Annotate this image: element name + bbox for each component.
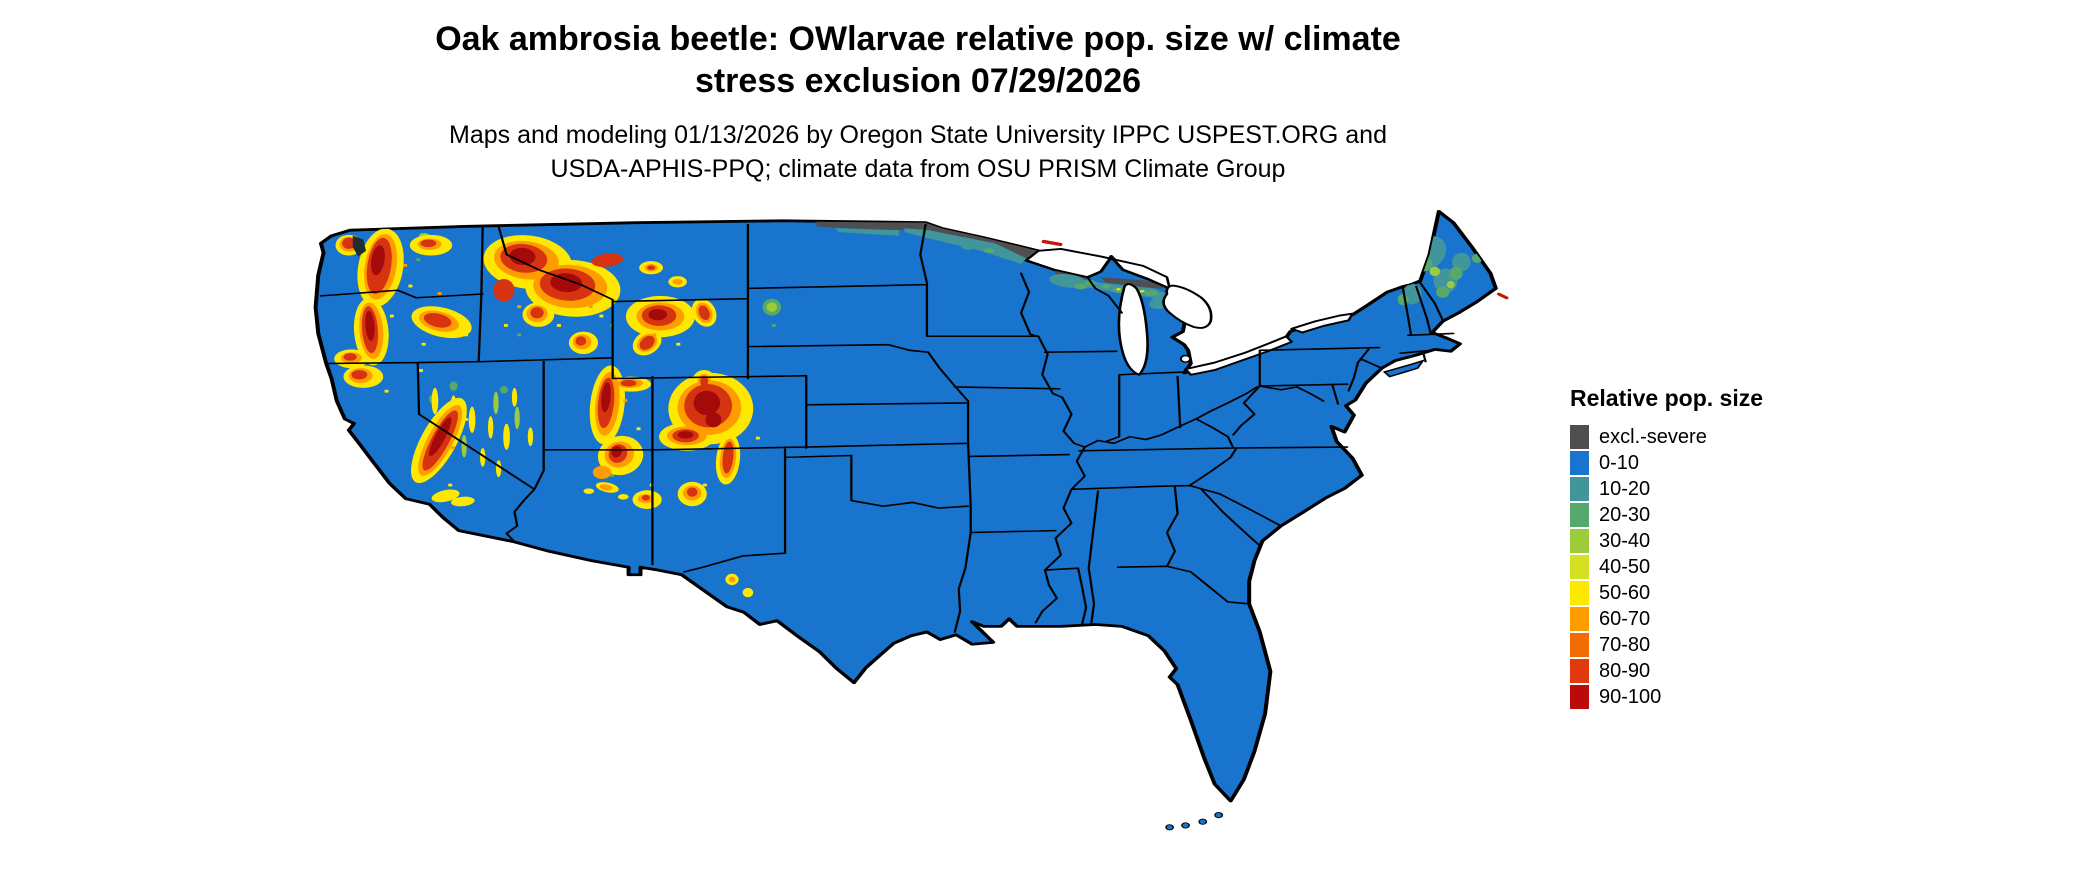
map-title: Oak ambrosia beetle: OWlarvae relative p… (0, 18, 1836, 102)
legend-swatch (1570, 555, 1589, 579)
legend-swatch (1570, 607, 1589, 631)
legend-row: 30-40 (1570, 528, 1870, 554)
legend-title: Relative pop. size (1570, 385, 1764, 411)
lake-superior (1025, 248, 1171, 290)
legend-label: 90-100 (1599, 685, 1662, 708)
subtitle-line-2: USDA-APHIS-PPQ; climate data from OSU PR… (550, 155, 1286, 183)
legend-row: 0-10 (1570, 450, 1870, 476)
lake-michigan (1117, 283, 1149, 376)
legend-label: 60-70 (1599, 607, 1651, 630)
florida-key (1181, 822, 1190, 829)
title-line-1: Oak ambrosia beetle: OWlarvae relative p… (435, 20, 1401, 58)
raster-overlays (334, 221, 1483, 598)
lake-ontario (1290, 312, 1354, 334)
legend-label: 30-40 (1599, 529, 1651, 552)
us-landmass (313, 209, 1498, 803)
legend-row: 10-20 (1570, 476, 1870, 502)
florida-key (1214, 811, 1224, 819)
legend-row: 40-50 (1570, 554, 1870, 580)
legend-row: 90-100 (1570, 684, 1870, 710)
maine-offshore-red-mark (1496, 292, 1509, 300)
legend-swatch (1570, 477, 1589, 501)
subtitle-line-1: Maps and modeling 01/13/2026 by Oregon S… (449, 121, 1387, 149)
legend-label: 0-10 (1599, 451, 1640, 474)
legend-swatch (1570, 425, 1589, 449)
islands (1041, 239, 1509, 831)
legend-swatch (1570, 633, 1589, 657)
state-borders (319, 223, 1455, 633)
legend-row: 50-60 (1570, 580, 1870, 606)
legend-swatch (1570, 503, 1589, 527)
florida-key (1165, 824, 1174, 831)
legend-swatch (1570, 451, 1589, 475)
legend-label: excl.-severe (1599, 425, 1707, 448)
legend-row: 70-80 (1570, 632, 1870, 658)
legend-label: 70-80 (1599, 633, 1651, 656)
lake-erie (1184, 335, 1293, 376)
legend-swatch (1570, 685, 1589, 709)
puget-sound-water (352, 235, 366, 257)
lake-huron (1162, 284, 1213, 329)
legend-row: excl.-severe (1570, 424, 1870, 450)
legend-row: 80-90 (1570, 658, 1870, 684)
title-line-2: stress exclusion 07/29/2026 (694, 62, 1142, 100)
lake-st-clair (1179, 354, 1192, 363)
legend-label: 80-90 (1599, 659, 1651, 682)
legend-swatch (1570, 659, 1589, 683)
conus-map (305, 202, 1525, 878)
legend-swatch (1570, 529, 1589, 553)
darkred-90-100 (365, 245, 722, 458)
conus-map-svg (313, 209, 1509, 831)
isle-royale-red-mark (1041, 239, 1063, 247)
legend-row: 60-70 (1570, 606, 1870, 632)
legend-label: 50-60 (1599, 581, 1651, 604)
legend-label: 40-50 (1599, 555, 1651, 578)
great-lakes (1025, 248, 1354, 376)
legend-label: 10-20 (1599, 477, 1651, 500)
legend-label: 20-30 (1599, 503, 1651, 526)
legend: Relative pop. size excl.-severe 0-10 10-… (1570, 385, 1870, 710)
legend-row: 20-30 (1570, 502, 1870, 528)
florida-key (1198, 818, 1208, 825)
legend-swatch (1570, 581, 1589, 605)
long-island (1382, 359, 1426, 378)
map-subtitle: Maps and modeling 01/13/2026 by Oregon S… (0, 118, 1836, 186)
